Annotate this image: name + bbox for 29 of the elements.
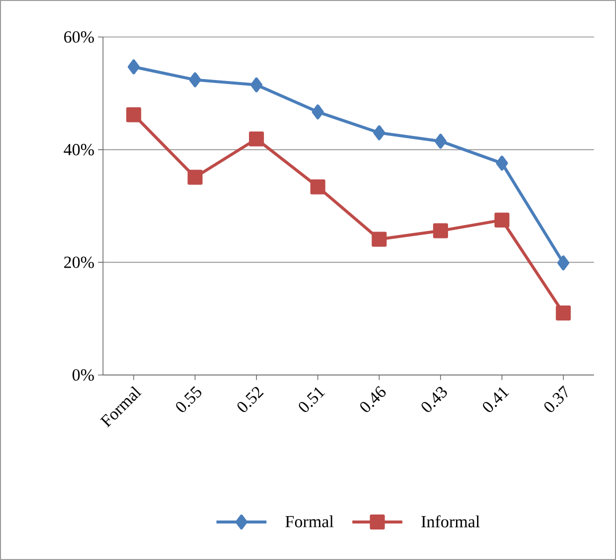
point — [433, 223, 448, 238]
point — [312, 104, 324, 120]
y-tick-label: 0% — [72, 369, 94, 381]
point — [248, 131, 264, 146]
legend-label: Formal — [285, 515, 334, 528]
point — [557, 255, 570, 270]
x-tick-label: 0.46 — [360, 386, 386, 412]
point — [373, 125, 386, 140]
x-tick-label: 0.43 — [422, 386, 447, 412]
x-tick-label: 0.51 — [298, 387, 326, 412]
x-tick-label: 0.41 — [483, 387, 510, 412]
point — [310, 179, 326, 194]
point — [494, 212, 510, 228]
x-tick-label: 0.37 — [544, 385, 568, 412]
point — [128, 59, 140, 74]
point — [434, 134, 447, 149]
legend-label: Informal — [421, 515, 480, 528]
y-tick-label: 20% — [64, 256, 94, 268]
point — [189, 72, 202, 88]
point — [372, 232, 387, 247]
point — [126, 107, 142, 122]
point — [496, 156, 508, 171]
y-tick-label: 40% — [64, 144, 94, 156]
point — [556, 306, 571, 321]
y-tick-label: 60% — [64, 31, 94, 43]
point — [250, 77, 262, 92]
x-tick-label: 0.52 — [238, 387, 264, 412]
point — [188, 170, 203, 185]
x-tick-label: 0.55 — [176, 386, 202, 412]
